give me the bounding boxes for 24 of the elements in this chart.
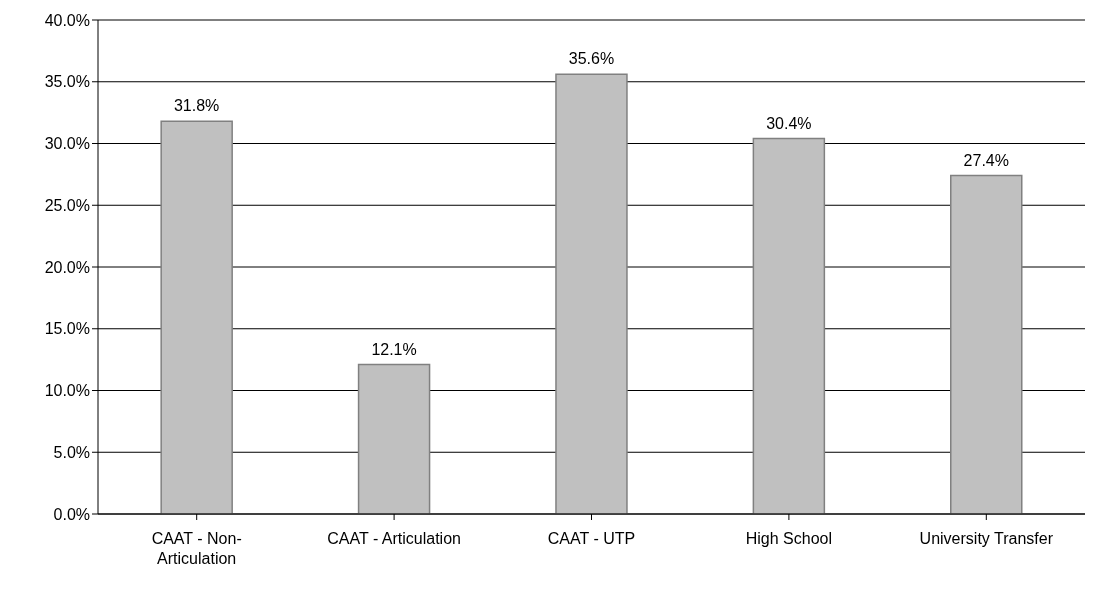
y-tick-label: 30.0%	[44, 135, 90, 153]
data-label: 27.4%	[963, 151, 1009, 169]
y-tick-label: 0.0%	[53, 505, 90, 523]
x-tick-label: University Transfer	[919, 530, 1054, 547]
x-tick-label: CAAT - Non-Articulation	[151, 530, 242, 567]
data-label: 12.1%	[371, 340, 417, 358]
y-tick-label: 5.0%	[53, 443, 90, 461]
y-tick-label: 20.0%	[44, 258, 90, 276]
bar	[950, 174, 1023, 514]
bar	[357, 363, 431, 514]
x-tick-label: CAAT - Articulation	[327, 530, 461, 547]
data-label: 31.8%	[173, 97, 220, 115]
bar	[555, 73, 628, 514]
y-tick-label: 40.0%	[44, 11, 90, 29]
data-label: 35.6%	[568, 50, 615, 68]
y-tick-label: 35.0%	[44, 73, 90, 91]
x-tick-label: High School	[745, 530, 833, 547]
y-tick-label: 10.0%	[44, 382, 90, 400]
y-tick-label: 15.0%	[44, 320, 90, 338]
x-tick-label: CAAT - UTP	[547, 530, 636, 547]
bar	[752, 137, 826, 514]
y-tick-label: 25.0%	[44, 196, 90, 214]
data-label: 30.4%	[766, 114, 812, 132]
bar	[160, 120, 233, 514]
